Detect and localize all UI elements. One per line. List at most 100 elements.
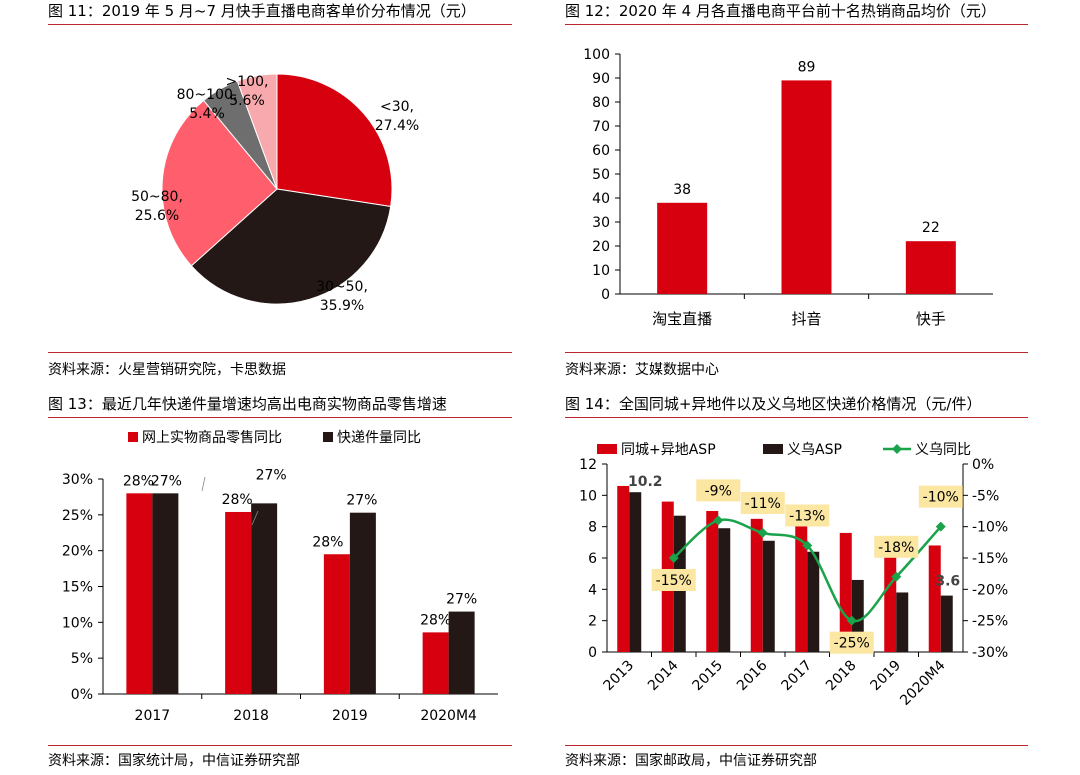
fig12-source-rule: [565, 352, 1028, 353]
pie-slice: [161, 99, 278, 267]
x-tick-label: 2013: [601, 658, 638, 695]
bar: [795, 523, 808, 652]
fig13-source: 资料来源：国家统计局，中信证券研究部: [48, 753, 300, 769]
y-tick-label: 60: [592, 143, 610, 159]
bar: [629, 492, 642, 652]
point-label-box: [651, 569, 696, 591]
pie-slice-label: 25.6%: [135, 208, 179, 224]
pie-slice-label: 5.6%: [229, 93, 265, 109]
fig11-title: 图 11：2019 年 5 月~7 月快手直播电商客单价分布情况（元）: [48, 2, 476, 20]
data-label: 27%: [346, 493, 377, 509]
y-tick-label: 10: [592, 263, 610, 279]
y-tick-label: 100: [583, 47, 610, 63]
pie-chart: <30,27.4%30~50,35.9%50~80,25.6%80~100,5.…: [131, 73, 419, 314]
x-tick-label: 2019: [332, 708, 368, 724]
point-label: -18%: [878, 540, 914, 556]
bar: [657, 202, 708, 294]
data-label: 27%: [256, 467, 287, 483]
line-marker: [802, 540, 813, 551]
data-label: 28%: [222, 492, 253, 508]
y-tick-label: 6: [588, 551, 597, 567]
y2-tick-label: -30%: [972, 645, 1008, 661]
bar: [718, 528, 731, 652]
fig13-title: 图 13：最近几年快递件量增速均高出电商实物商品零售增速: [48, 395, 447, 413]
line-marker: [891, 571, 902, 582]
panel-fig12: 图 12：2020 年 4 月各直播电商平台前十名热销商品均价（元） 0 10 20…: [565, 0, 1028, 380]
point-label: -11%: [745, 496, 781, 512]
point-label-box: [740, 491, 785, 514]
legend-marker: [892, 444, 902, 454]
x-tick-label: 2020M4: [897, 657, 948, 708]
y2-tick-label: -20%: [972, 582, 1008, 598]
y-tick-label: 12: [579, 457, 597, 473]
line-marker: [846, 615, 857, 626]
bar: [152, 493, 179, 694]
x-tick-label: 2017: [135, 708, 171, 724]
line-marker: [668, 553, 679, 563]
pie-slice-name: >100,: [226, 74, 269, 90]
x-tick-label: 2020M4: [420, 708, 477, 724]
fig11-source-rule: [48, 352, 512, 353]
legend-label: 同城+异地ASP: [621, 442, 716, 458]
y2-tick-label: 0%: [972, 457, 994, 473]
point-label: -9%: [705, 483, 732, 499]
y-tick-label: 2: [588, 614, 597, 630]
y-tick-label: 0: [588, 645, 597, 661]
point-label: -10%: [923, 490, 959, 506]
data-label: 38: [673, 182, 691, 198]
bar: [750, 518, 763, 652]
value-annotation: 10.2: [628, 474, 663, 490]
fig12-source: 资料来源：艾媒数据中心: [565, 362, 719, 378]
legend-swatch: [323, 432, 333, 442]
bar: [781, 80, 832, 295]
x-tick-label: 2018: [233, 708, 269, 724]
panel-fig13: 图 13：最近几年快递件量增速均高出电商实物商品零售增速 网上实物商品零售同比 快…: [48, 393, 512, 775]
bar: [928, 545, 941, 652]
x-tick-label: 抖音: [791, 310, 821, 328]
legend-swatch: [763, 444, 783, 454]
legend-swatch: [128, 432, 138, 442]
pie-slice-name: 80~100,: [177, 87, 238, 103]
y-tick-label: 50: [592, 167, 610, 183]
y-tick-label: 25%: [62, 508, 93, 524]
pie-slice: [190, 188, 392, 305]
pie-slice-name: <30,: [380, 99, 414, 115]
bar: [807, 551, 820, 652]
legend-swatch: [597, 444, 617, 454]
y-tick-label: 90: [592, 71, 610, 87]
x-tick-label: 2016: [734, 657, 771, 694]
y-tick-label: 10: [579, 488, 597, 504]
bar: [126, 493, 153, 694]
bar: [323, 554, 350, 694]
panel-fig14: 图 14：全国同城+异地件以及义乌地区快递价格情况（元/件） 同城+异地ASP 义…: [565, 393, 1028, 775]
bar: [896, 592, 909, 652]
legend-label: 网上实物商品零售同比: [142, 430, 282, 446]
pie-slice-label: 27.4%: [375, 118, 419, 134]
pie-slice: [236, 73, 278, 190]
fig14-title-rule: [565, 417, 1028, 418]
bar: [251, 503, 278, 694]
fig11-title-rule: [48, 24, 512, 25]
y2-tick-label: -25%: [972, 614, 1008, 630]
fig12-title-rule: [565, 24, 1028, 25]
point-label-box: [874, 535, 919, 558]
y-tick-label: 70: [592, 119, 610, 135]
y-tick-label: 80: [592, 95, 610, 111]
bar: [706, 511, 719, 652]
y2-tick-label: -15%: [972, 551, 1008, 567]
line-marker: [713, 515, 724, 526]
fig14-source-rule: [565, 745, 1028, 746]
pie-slice: [276, 73, 393, 208]
pie-slice-name: 50~80,: [131, 189, 183, 205]
point-label-box: [829, 631, 874, 654]
x-tick-label: 淘宝直播: [652, 310, 712, 328]
line-marker: [757, 527, 768, 538]
label-leader: [201, 476, 206, 492]
bar: [225, 511, 252, 694]
legend-label: 义乌ASP: [787, 442, 842, 458]
x-tick-label: 2014: [645, 657, 682, 694]
data-label: 27%: [151, 473, 182, 489]
bar: [884, 542, 897, 652]
y2-tick-label: -5%: [972, 488, 999, 504]
